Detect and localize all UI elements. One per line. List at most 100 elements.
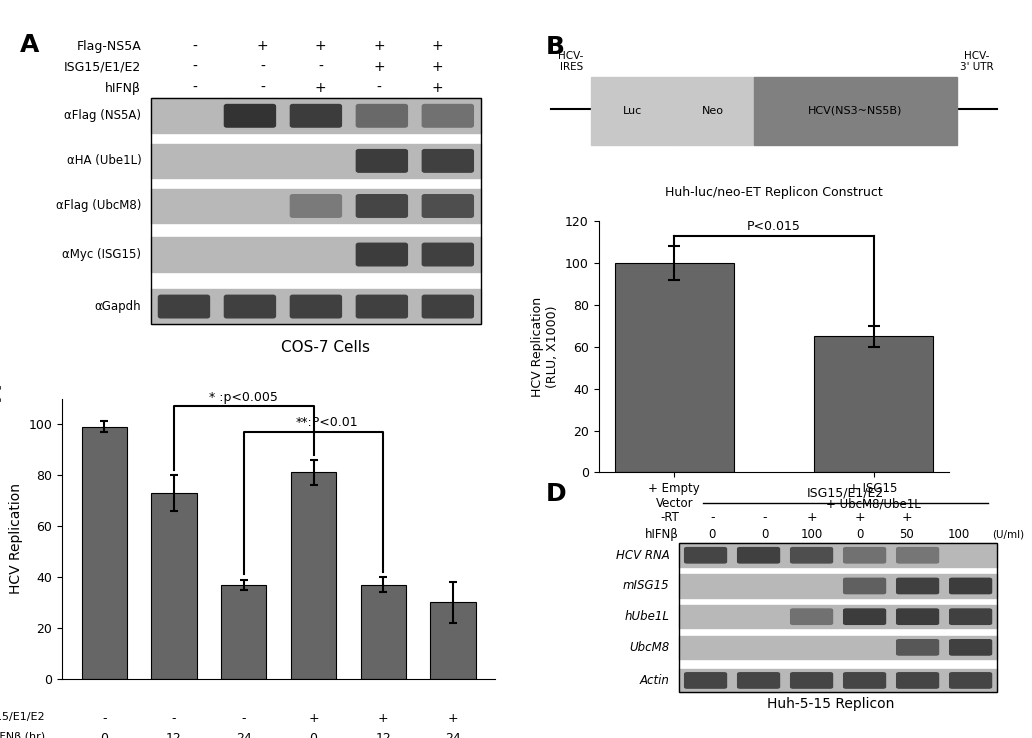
FancyBboxPatch shape: [356, 150, 408, 172]
Bar: [151, 237, 481, 272]
Text: D: D: [546, 482, 567, 506]
Text: **:P<0.01: **:P<0.01: [296, 416, 359, 429]
FancyBboxPatch shape: [422, 244, 474, 266]
Text: Flag-NS5A: Flag-NS5A: [76, 40, 141, 53]
FancyBboxPatch shape: [290, 295, 342, 318]
Text: hIFNβ: hIFNβ: [645, 528, 679, 540]
Text: +: +: [448, 712, 458, 725]
FancyBboxPatch shape: [224, 295, 276, 318]
Text: -: -: [260, 81, 265, 95]
Bar: [614, 263, 734, 472]
FancyBboxPatch shape: [897, 548, 938, 563]
Bar: [679, 543, 997, 692]
Text: -: -: [318, 61, 323, 75]
FancyBboxPatch shape: [422, 295, 474, 318]
FancyBboxPatch shape: [844, 673, 885, 688]
Bar: [360, 584, 406, 679]
Text: +: +: [315, 39, 326, 53]
Text: A: A: [20, 32, 39, 57]
Bar: [151, 189, 481, 224]
Text: -RT: -RT: [660, 511, 679, 524]
FancyBboxPatch shape: [791, 548, 833, 563]
Text: +: +: [431, 61, 443, 75]
Bar: [673, 77, 753, 145]
Text: P<0.015: P<0.015: [747, 220, 801, 233]
Bar: [679, 574, 997, 598]
Text: COS-7 Cells: COS-7 Cells: [281, 340, 370, 355]
Text: 100: 100: [801, 528, 824, 540]
FancyBboxPatch shape: [897, 640, 938, 655]
Text: mISG15: mISG15: [623, 579, 670, 593]
Text: Luc: Luc: [622, 106, 642, 116]
Text: αFlag (UbcM8): αFlag (UbcM8): [56, 199, 141, 213]
Text: 0: 0: [761, 528, 768, 540]
Bar: [430, 602, 476, 679]
FancyBboxPatch shape: [159, 295, 209, 318]
Text: 0: 0: [310, 733, 318, 738]
Text: -: -: [763, 511, 767, 524]
FancyBboxPatch shape: [897, 673, 938, 688]
Text: Actin: Actin: [640, 674, 670, 687]
FancyBboxPatch shape: [949, 609, 992, 624]
FancyBboxPatch shape: [356, 195, 408, 217]
FancyBboxPatch shape: [791, 609, 833, 624]
Text: -: -: [192, 39, 197, 53]
Text: 0: 0: [856, 528, 863, 540]
Text: ISG15/E1/E2: ISG15/E1/E2: [807, 487, 883, 500]
Bar: [221, 584, 266, 679]
Text: 24: 24: [236, 733, 252, 738]
FancyBboxPatch shape: [738, 673, 779, 688]
Text: ISG15/E1/E2: ISG15/E1/E2: [0, 712, 45, 722]
Text: -: -: [377, 81, 382, 95]
Text: Neo: Neo: [702, 106, 724, 116]
Bar: [814, 337, 934, 472]
Text: +: +: [374, 61, 385, 75]
Bar: [679, 635, 997, 659]
Bar: [151, 98, 481, 133]
FancyBboxPatch shape: [897, 579, 938, 593]
FancyBboxPatch shape: [422, 195, 474, 217]
Text: 0: 0: [709, 528, 716, 540]
Text: +: +: [309, 712, 319, 725]
Text: +: +: [374, 39, 385, 53]
FancyBboxPatch shape: [356, 244, 408, 266]
Bar: [679, 605, 997, 629]
Text: HCV-
3' UTR: HCV- 3' UTR: [960, 51, 994, 72]
Bar: [291, 472, 336, 679]
Text: αHA (Ube1L): αHA (Ube1L): [66, 154, 141, 168]
Text: -: -: [192, 81, 197, 95]
Text: +: +: [431, 81, 443, 95]
Text: C: C: [0, 384, 2, 409]
Text: hUbe1L: hUbe1L: [624, 610, 670, 623]
Text: HCV(NS3~NS5B): HCV(NS3~NS5B): [808, 106, 902, 116]
Text: 12: 12: [166, 733, 182, 738]
FancyBboxPatch shape: [422, 105, 474, 127]
Text: hIFNβ (hr): hIFNβ (hr): [0, 733, 45, 738]
FancyBboxPatch shape: [949, 673, 992, 688]
Text: Huh-5-15 Replicon: Huh-5-15 Replicon: [767, 697, 895, 711]
Text: 50: 50: [900, 528, 914, 540]
FancyBboxPatch shape: [844, 579, 885, 593]
Text: hIFNβ: hIFNβ: [105, 81, 141, 94]
Text: HCV-
IRES: HCV- IRES: [558, 51, 584, 72]
Text: UbcM8: UbcM8: [630, 641, 670, 654]
Y-axis label: HCV Replication
(RLU, X1000): HCV Replication (RLU, X1000): [531, 297, 559, 397]
Text: αMyc (ISG15): αMyc (ISG15): [62, 248, 141, 261]
Bar: [151, 98, 481, 324]
Text: * :p<0.005: * :p<0.005: [209, 390, 279, 404]
Text: 24: 24: [445, 733, 461, 738]
Bar: [82, 427, 127, 679]
FancyBboxPatch shape: [684, 673, 727, 688]
Text: +: +: [378, 712, 389, 725]
Text: (U/ml): (U/ml): [993, 529, 1025, 539]
Text: 12: 12: [376, 733, 391, 738]
Text: -: -: [102, 712, 106, 725]
FancyBboxPatch shape: [422, 150, 474, 172]
FancyBboxPatch shape: [791, 673, 833, 688]
Text: +: +: [431, 39, 443, 53]
Text: +: +: [807, 511, 817, 524]
FancyBboxPatch shape: [949, 579, 992, 593]
Text: +: +: [854, 511, 865, 524]
Text: +: +: [257, 39, 268, 53]
Text: +: +: [315, 81, 326, 95]
